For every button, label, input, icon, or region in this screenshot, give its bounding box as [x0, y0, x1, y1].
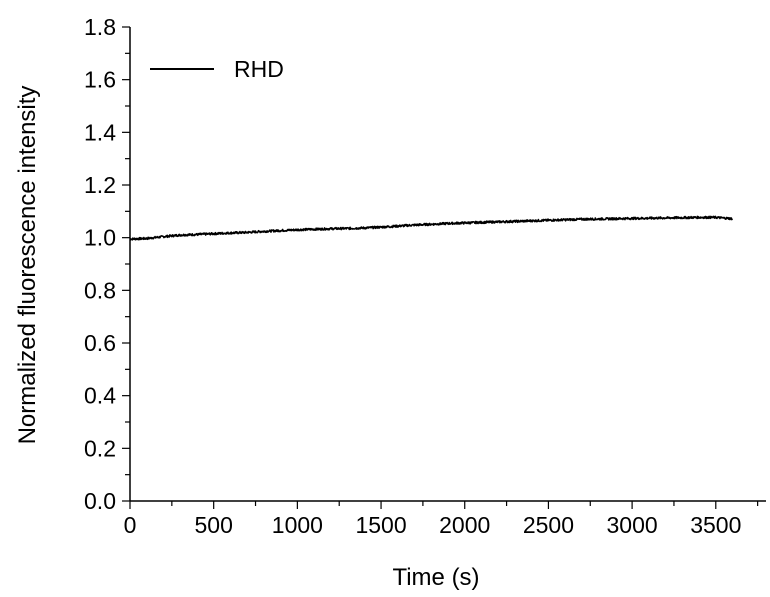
y-tick-label: 1.6 [84, 67, 116, 93]
x-axis-ticks: 0 500 1000 1500 2000 2500 3000 3500 [124, 501, 759, 538]
y-tick-label: 1.4 [84, 119, 116, 145]
y-tick-label: 0.6 [84, 330, 116, 356]
series-layer [129, 215, 734, 241]
y-tick-label: 0.4 [84, 383, 116, 409]
legend: RHD [150, 56, 284, 82]
y-tick-label: 0.8 [84, 277, 116, 303]
y-axis-title: Normalized fluorescence intensity [14, 86, 41, 445]
x-tick-label: 3000 [607, 512, 658, 538]
plot-axes [129, 27, 766, 502]
y-tick-label: 0.2 [84, 435, 116, 461]
x-tick-label: 2000 [439, 512, 490, 538]
x-axis-title: Time (s) [392, 564, 479, 591]
x-tick-label: 0 [124, 512, 137, 538]
x-tick-label: 1500 [355, 512, 406, 538]
x-tick-label: 3500 [690, 512, 741, 538]
x-tick-label: 2500 [523, 512, 574, 538]
y-tick-label: 1.0 [84, 225, 116, 251]
x-tick-label: 1000 [272, 512, 323, 538]
y-axis-ticks: 0.0 0.2 0.4 0.6 0.8 1.0 1.2 1.4 1.6 1.8 [84, 14, 130, 514]
y-tick-label: 0.0 [84, 488, 116, 514]
y-tick-label: 1.2 [84, 172, 116, 198]
legend-label-rhd: RHD [234, 56, 284, 82]
y-tick-label: 1.8 [84, 14, 116, 40]
series-line-rhd [129, 215, 734, 241]
x-tick-label: 500 [194, 512, 232, 538]
